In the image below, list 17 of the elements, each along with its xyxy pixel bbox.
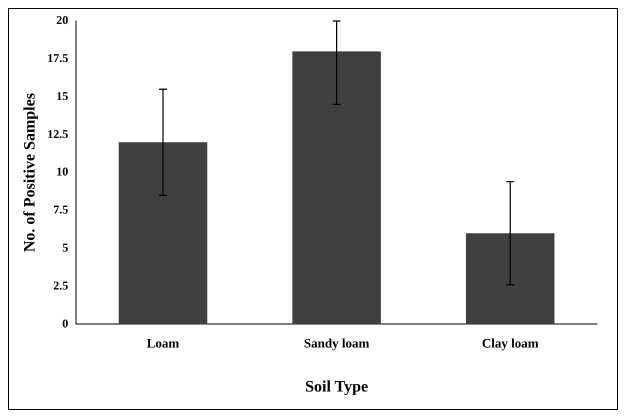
y-tick-label: 5: [62, 240, 68, 254]
bar: [466, 233, 554, 324]
x-tick-label: Clay loam: [482, 335, 539, 350]
y-tick-label: 0: [62, 316, 68, 330]
y-tick-label: 20: [56, 13, 68, 28]
y-tick-label: 15: [56, 88, 68, 103]
y-tick-label: 10: [56, 164, 68, 179]
y-tick-label: 12.5: [47, 126, 68, 141]
y-axis-title: No. of Positive Samples: [22, 93, 39, 252]
bar: [292, 51, 381, 324]
y-tick-label: 2.5: [53, 278, 68, 292]
y-tick-label: 17.5: [47, 50, 68, 65]
bar: [118, 142, 208, 324]
x-axis-title: Soil Type: [305, 378, 368, 396]
x-tick-label: Sandy loam: [304, 335, 370, 350]
y-tick-label: 7.5: [53, 202, 68, 217]
x-tick-label: Loam: [146, 335, 180, 350]
